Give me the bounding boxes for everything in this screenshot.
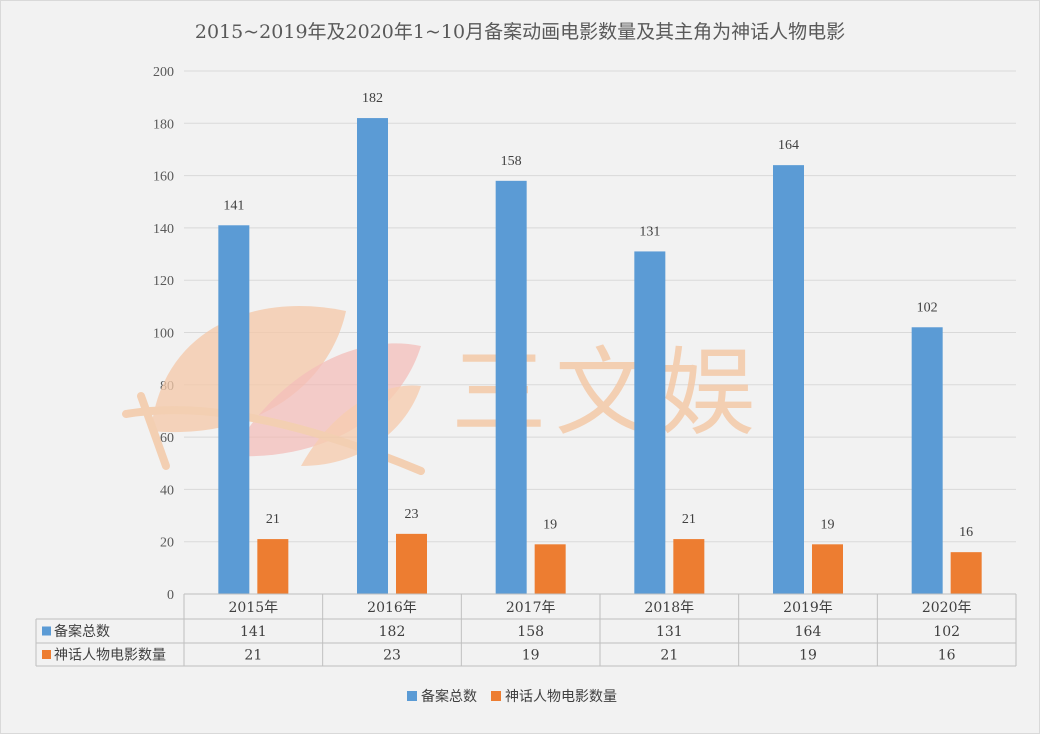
table-cell: 19 <box>799 648 817 664</box>
x-tick-label: 2019年 <box>783 600 833 616</box>
table-row-label: 备案总数 <box>54 623 110 640</box>
y-tick-label: 160 <box>153 170 174 185</box>
data-label: 16 <box>959 525 973 540</box>
table-cell: 21 <box>660 648 678 664</box>
table-cell: 16 <box>938 648 956 664</box>
data-label: 19 <box>543 517 557 532</box>
table-cell: 158 <box>517 624 544 640</box>
data-label: 23 <box>405 507 419 522</box>
table-row-label: 神话人物电影数量 <box>54 648 166 664</box>
chart-title: 2015~2019年及2020年1~10月备案动画电影数量及其主角为神话人物电影 <box>195 21 845 43</box>
bar <box>773 165 804 594</box>
legend-swatch <box>407 691 417 701</box>
x-tick-label: 2015年 <box>229 600 279 616</box>
data-label: 158 <box>501 154 522 169</box>
table-legend-swatch <box>42 626 51 636</box>
y-axis-ticks: 020406080100120140160180200 <box>153 65 174 603</box>
table-cell: 164 <box>795 624 822 640</box>
table-cell: 131 <box>656 624 683 640</box>
data-label: 164 <box>778 138 799 153</box>
data-label: 21 <box>682 512 696 527</box>
table-legend-swatch <box>42 650 51 659</box>
bar <box>673 539 705 594</box>
data-label: 19 <box>821 517 835 532</box>
bar <box>495 180 527 594</box>
bars <box>218 118 982 594</box>
legend: 备案总数 神话人物电影数量 <box>407 688 617 705</box>
data-label: 182 <box>362 91 383 106</box>
bar <box>218 225 250 594</box>
bar <box>534 544 566 594</box>
legend-label: 神话人物电影数量 <box>505 689 617 705</box>
x-tick-label: 2018年 <box>645 600 695 616</box>
data-label: 131 <box>639 224 660 239</box>
bar <box>812 544 843 594</box>
table-cell: 182 <box>379 624 406 640</box>
bar <box>396 533 427 594</box>
bar <box>634 251 666 594</box>
data-label: 21 <box>266 512 280 527</box>
bar <box>357 118 388 594</box>
legend-swatch <box>491 691 501 701</box>
data-label: 102 <box>917 300 938 315</box>
data-labels: 141 21 182 23 158 19 131 21 164 19 102 16 <box>223 91 973 540</box>
y-tick-label: 40 <box>160 483 174 498</box>
y-tick-label: 120 <box>153 274 174 289</box>
table-cell: 21 <box>244 648 262 664</box>
table-cell: 19 <box>522 648 540 664</box>
bar <box>257 539 289 594</box>
y-tick-label: 20 <box>160 536 174 551</box>
y-tick-label: 180 <box>153 117 174 132</box>
x-tick-label: 2017年 <box>506 600 556 616</box>
bar <box>911 327 943 594</box>
y-tick-label: 0 <box>167 588 174 603</box>
data-label: 141 <box>223 198 244 213</box>
table-cell: 23 <box>383 648 401 664</box>
y-tick-label: 140 <box>153 222 174 237</box>
y-tick-label: 100 <box>153 327 174 342</box>
x-tick-label: 2020年 <box>922 600 972 616</box>
table-cell: 102 <box>933 624 960 640</box>
table-cell: 141 <box>240 624 267 640</box>
y-tick-label: 60 <box>160 431 174 446</box>
bar <box>950 552 982 594</box>
legend-label: 备案总数 <box>421 688 477 705</box>
y-tick-label: 200 <box>153 65 174 80</box>
x-tick-label: 2016年 <box>367 600 417 616</box>
